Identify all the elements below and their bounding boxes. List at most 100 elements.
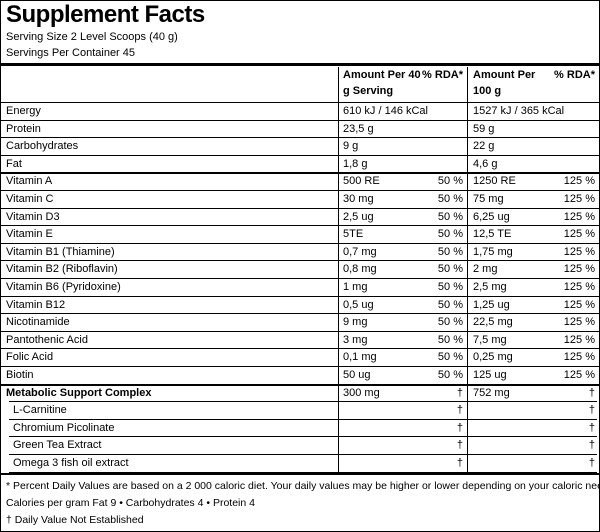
amount-40g: 0,5 ug: [343, 298, 374, 311]
amount-100g: 1,75 mg: [473, 245, 513, 258]
rda-100g: 125 %: [563, 175, 595, 188]
amount-100g: 59 g: [473, 122, 495, 135]
rule: [1, 102, 599, 103]
rda-40g: 50 %: [437, 210, 463, 223]
rda-100g: †: [588, 404, 595, 417]
amount-40g: 1 mg: [343, 281, 368, 293]
row-rule: [1, 225, 599, 226]
amount-40g: 2,5 ug: [343, 210, 374, 223]
rda-40g: †: [456, 386, 463, 399]
rda-40g: †: [456, 404, 463, 417]
rda-40g: †: [456, 439, 463, 452]
amount-100g: 22,5 mg: [473, 316, 513, 329]
rda-100g: 125 %: [563, 228, 595, 241]
column-header: % RDA*: [422, 69, 463, 81]
title: Supplement Facts: [6, 1, 205, 28]
row-rule: [1, 278, 599, 279]
amount-40g: 23,5 g: [343, 122, 374, 135]
rda-40g: 50 %: [437, 245, 463, 258]
row-name: Vitamin B6 (Pyridoxine): [6, 281, 121, 293]
row-rule: [1, 208, 599, 209]
column-header: % RDA*: [554, 69, 595, 81]
amount-100g: 6,25 ug: [473, 210, 510, 223]
footnote: † Daily Value Not Established: [6, 514, 144, 526]
row-rule: [1, 120, 599, 121]
row-name: Vitamin B1 (Thiamine): [6, 245, 115, 258]
amount-100g: 1,25 ug: [473, 298, 510, 311]
row-name: Chromium Picolinate: [13, 421, 115, 434]
amount-40g: 30 mg: [343, 193, 374, 205]
amount-100g: 0,25 mg: [473, 351, 513, 364]
amount-40g: 610 kJ / 146 kCal: [343, 105, 428, 117]
column-rule: [338, 67, 339, 473]
rda-100g: 125 %: [563, 316, 595, 329]
rda-100g: †: [588, 421, 595, 434]
row-name: Vitamin E: [6, 228, 53, 241]
amount-100g: 1250 RE: [473, 175, 516, 188]
rda-100g: 125 %: [563, 245, 595, 258]
rda-100g: †: [588, 386, 595, 399]
row-rule: [1, 331, 599, 332]
row-rule: [1, 155, 599, 156]
column-header: Amount Per 40 g Serving: [343, 69, 421, 97]
row-name: Protein: [6, 122, 41, 135]
row-rule: [1, 366, 599, 367]
row-rule: [9, 401, 597, 402]
row-name: Fat: [6, 157, 22, 170]
rda-40g: 50 %: [437, 281, 463, 293]
amount-40g: 9 mg: [343, 316, 368, 329]
rda-100g: †: [588, 439, 595, 452]
rda-40g: 50 %: [437, 298, 463, 311]
servings-per-container: Servings Per Container 45: [6, 47, 136, 59]
rule: [1, 63, 599, 66]
row-name: Vitamin A: [6, 175, 53, 188]
row-rule: [1, 313, 599, 314]
row-name: Pantothenic Acid: [6, 333, 88, 346]
rda-100g: 125 %: [563, 281, 595, 293]
footnote: Calories per gram Fat 9 • Carbohydrates …: [6, 497, 255, 509]
row-name: L-Carnitine: [13, 404, 67, 417]
amount-40g: 500 RE: [343, 175, 380, 188]
serving-size: Serving Size 2 Level Scoops (40 g): [6, 31, 178, 43]
amount-100g: 75 mg: [473, 193, 504, 205]
column-header: Amount Per 100 g: [473, 69, 536, 97]
row-name: Vitamin C: [6, 193, 54, 205]
amount-40g: 50 ug: [343, 369, 371, 381]
row-rule: [1, 260, 599, 261]
section-rule: [1, 383, 599, 386]
rda-40g: †: [456, 457, 463, 469]
rda-40g: 50 %: [437, 369, 463, 381]
rda-40g: 50 %: [437, 175, 463, 188]
rule: [1, 473, 599, 475]
rda-100g: 125 %: [563, 333, 595, 346]
row-rule: [9, 472, 597, 473]
row-name: Carbohydrates: [6, 140, 79, 153]
rda-40g: 50 %: [437, 193, 463, 205]
row-name: Energy: [6, 105, 41, 117]
row-rule: [9, 419, 597, 420]
amount-100g: 7,5 mg: [473, 333, 507, 346]
rda-100g: 125 %: [563, 351, 595, 364]
amount-40g: 1,8 g: [343, 157, 368, 170]
row-name: Omega 3 fish oil extract: [13, 457, 129, 469]
rda-100g: 125 %: [563, 210, 595, 223]
amount-40g: 0,7 mg: [343, 245, 377, 258]
rda-40g: †: [456, 421, 463, 434]
amount-100g: 2,5 mg: [473, 281, 507, 293]
row-name: Biotin: [6, 369, 34, 381]
row-rule: [1, 243, 599, 244]
rda-100g: 125 %: [563, 263, 595, 276]
amount-100g: 12,5 TE: [473, 228, 512, 241]
row-rule: [9, 454, 597, 455]
amount-40g: 5TE: [343, 228, 364, 241]
row-name: Vitamin D3: [6, 210, 60, 223]
amount-100g: 2 mg: [473, 263, 498, 276]
row-rule: [9, 436, 597, 437]
rda-100g: 125 %: [563, 369, 595, 381]
rda-100g: †: [588, 457, 595, 469]
amount-100g: 752 mg: [473, 386, 510, 399]
rda-40g: 50 %: [437, 333, 463, 346]
rda-40g: 50 %: [437, 228, 463, 241]
rda-40g: 50 %: [437, 263, 463, 276]
